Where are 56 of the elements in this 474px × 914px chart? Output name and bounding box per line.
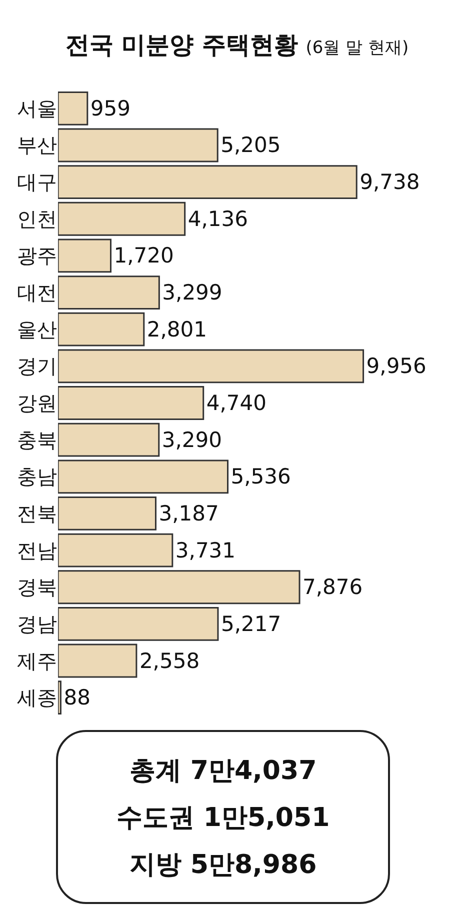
bar [58,128,218,162]
bar [58,680,62,715]
bar [58,422,160,457]
data-label: 1,720 [114,244,174,268]
y-tick-label: 경남 [17,612,57,636]
data-label: 9,956 [366,354,426,378]
y-tick-label: 서울 [17,96,57,120]
data-label: 3,299 [162,280,222,305]
y-tick-label: 충남 [17,464,57,489]
y-tick-label: 제주 [17,648,57,673]
data-label: 4,740 [206,391,266,415]
y-tick-label: 세종 [17,686,57,710]
y-tick-label: 전남 [17,538,57,562]
data-label: 3,731 [175,538,236,562]
y-tick-label: 전북 [17,501,57,526]
text: 수도권 1만5,051 [116,802,330,834]
bar [58,460,229,494]
data-label: 7,876 [302,575,363,600]
y-tick-label: 부산 [17,133,57,158]
y-tick-label: 광주 [17,244,57,268]
bar [58,349,364,384]
data-label: 2,558 [139,648,200,673]
data-label: 3,187 [158,501,219,526]
data-label: 5,536 [230,464,291,489]
bar [58,165,358,200]
data-label: 959 [90,96,131,120]
data-label: 5,205 [220,133,281,158]
y-tick-label: 대구 [17,170,57,194]
data-label: 9,738 [360,170,420,194]
y-tick-label: 경북 [17,575,57,600]
text: 지방 5만8,986 [129,848,317,882]
bar [58,606,219,641]
bar [58,202,186,236]
chart-title: 전국 미분양 주택현황 [65,30,298,59]
y-tick-label: 인천 [17,206,57,231]
bar [58,276,160,310]
y-tick-label: 강원 [17,391,57,415]
bar [58,570,300,604]
data-label: 3,290 [162,428,222,452]
bar [58,644,138,678]
data-label: 2,801 [146,317,208,342]
data-label: 88 [64,686,90,710]
bar [58,496,156,530]
bar [58,386,204,420]
y-tick-label: 경기 [17,354,57,378]
data-label: 4,136 [188,206,248,231]
bar [58,91,88,126]
bar [58,238,112,273]
y-tick-label: 대전 [17,280,57,305]
bar [58,312,145,346]
bar [58,533,174,568]
y-tick-label: 울산 [17,317,57,342]
chart-subtitle: (6월 말 현재) [306,38,409,58]
text: 총계 7만4,037 [129,754,317,788]
y-tick-label: 충북 [17,428,57,452]
data-label: 5,217 [220,612,282,636]
